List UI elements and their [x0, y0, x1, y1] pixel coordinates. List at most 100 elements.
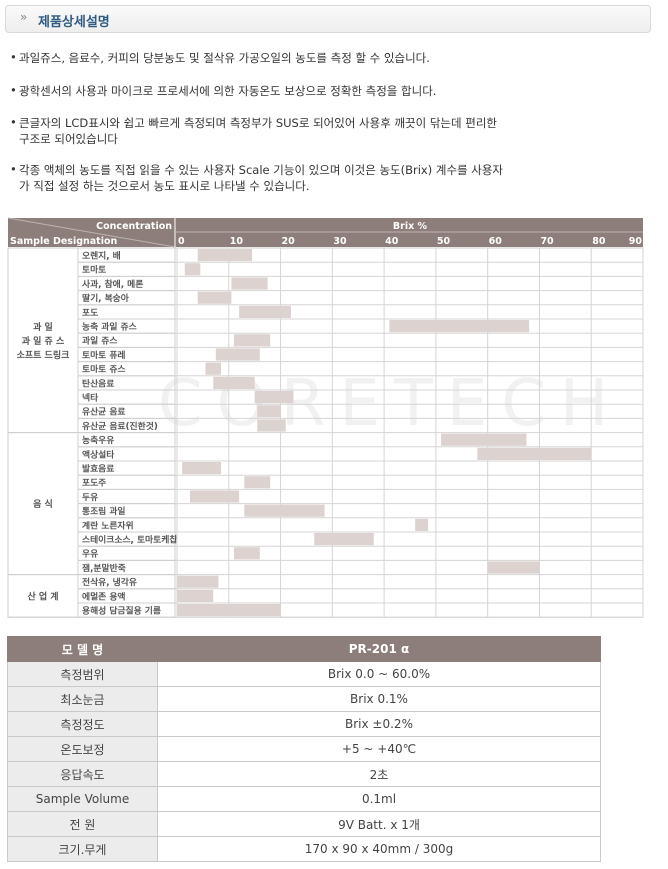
x-tick-label: 60 — [489, 236, 503, 247]
range-bar — [177, 589, 214, 602]
spec-value: +5 ~ +40℃ — [157, 736, 601, 762]
spec-row: Sample Volume 0.1ml — [7, 786, 601, 812]
range-bar — [231, 277, 268, 290]
range-bar — [487, 561, 540, 574]
range-bar — [389, 320, 530, 333]
spec-key: 전 원 — [7, 811, 158, 837]
bullet-item: • 큰글자의 LCD표시와 쉽고 빠르게 측정되며 측정부가 SUS로 되어있어 … — [10, 115, 497, 147]
range-bar — [239, 305, 291, 318]
range-bar — [314, 533, 374, 546]
header-icon: » — [20, 10, 28, 24]
group-label: 과 일 — [33, 321, 53, 333]
row-label: 에멀존 용액 — [82, 590, 126, 602]
row-label: 농축 과일 쥬스 — [82, 321, 137, 333]
spec-row: 응답속도 2초 — [7, 761, 601, 787]
row-label: 스테이크소스, 토마토케찹 — [82, 534, 177, 546]
corner-top-label: Concentration — [96, 221, 172, 232]
x-tick-label: 30 — [333, 236, 347, 247]
spec-key: 응답속도 — [7, 761, 158, 787]
row-label: 농축우유 — [82, 434, 114, 446]
bullet-item: • 광학센서의 사용과 마이크로 프로세서에 의한 자동온도 보상으로 정확한 측… — [10, 83, 436, 99]
spec-value: Brix 0.1% — [157, 686, 601, 712]
range-bar — [197, 249, 253, 262]
range-bar — [184, 263, 201, 276]
range-bar — [213, 376, 255, 389]
bullet-mark: • — [10, 83, 17, 97]
bullet-mark: • — [10, 162, 17, 176]
bullet-text: 과일쥬스, 음료수, 커피의 당분농도 및 절삭유 가공오일의 농도를 측정 할… — [19, 51, 430, 65]
x-tick-label: 70 — [540, 236, 554, 247]
bullet-item: • 각종 액체의 농도를 직접 읽을 수 있는 사용자 Scale 기능이 있으며… — [10, 162, 503, 194]
range-bar — [189, 490, 240, 503]
row-label: 사과, 참애, 메론 — [82, 278, 143, 290]
row-label: 계란 노른자위 — [82, 519, 134, 531]
x-tick-label: 50 — [437, 236, 451, 247]
range-bar — [477, 447, 592, 460]
spec-value: Brix 0.0 ~ 60.0% — [157, 661, 601, 687]
group-label: 소프트 드링크 — [17, 349, 70, 361]
spec-row: 전 원 9V Batt. x 1개 — [7, 811, 601, 837]
group-label: 음 식 — [33, 498, 53, 510]
spec-value: 170 x 90 x 40mm / 300g — [157, 836, 601, 862]
x-tick-label: 20 — [282, 236, 296, 247]
row-label: 두유 — [82, 492, 98, 503]
spec-row: 온도보정 +5 ~ +40℃ — [7, 736, 601, 762]
range-bar — [233, 547, 260, 560]
row-label: 잼,분말반죽 — [82, 562, 126, 574]
spec-key: 온도보정 — [7, 736, 158, 762]
range-bar — [441, 433, 527, 446]
spec-row: 측정범위 Brix 0.0 ~ 60.0% — [7, 661, 601, 687]
spec-value: 0.1ml — [157, 786, 601, 812]
row-label: 과일 쥬스 — [82, 335, 117, 347]
range-bar — [257, 405, 281, 418]
row-label: 탄산음료 — [82, 377, 114, 389]
group-label: 산 업 계 — [27, 590, 58, 602]
group-label: 과 일 쥬 스 — [22, 335, 65, 347]
bullet-text: 가 직접 설정 하는 것으로서 농도 표시로 나타낼 수 있습니다. — [19, 179, 310, 193]
row-label: 용해성 담금질용 기름 — [82, 605, 161, 617]
row-label: 발효음료 — [82, 463, 114, 475]
bullet-mark: • — [10, 50, 17, 64]
corner-bottom-label: Sample Designation — [10, 236, 117, 247]
row-label: 전삭유, 냉각유 — [82, 576, 137, 588]
range-bar — [177, 575, 219, 588]
range-bar — [244, 476, 271, 489]
range-bar — [257, 419, 286, 432]
x-tick-label: 10 — [230, 236, 244, 247]
spec-row: 측정정도 Brix ±0.2% — [7, 711, 601, 737]
row-label: 오렌지, 배 — [82, 250, 121, 262]
row-label: 토마토 쥬스 — [82, 363, 126, 375]
row-label: 토마토 퓨레 — [82, 349, 126, 361]
bullet-text: 큰글자의 LCD표시와 쉽고 빠르게 측정되며 측정부가 SUS로 되어있어 사… — [19, 116, 497, 130]
bullet-text: 구조로 되어있습니다 — [19, 132, 118, 146]
bullet-item: • 과일쥬스, 음료수, 커피의 당분농도 및 절삭유 가공오일의 농도를 측정 … — [10, 50, 430, 66]
row-label: 액상설타 — [82, 448, 115, 460]
spec-key: 측정범위 — [7, 661, 158, 687]
spec-row: 최소눈금 Brix 0.1% — [7, 686, 601, 712]
range-bar — [182, 462, 222, 475]
spec-value: 2초 — [157, 761, 601, 787]
spec-header-row: 모 델 명 PR-201 α — [7, 636, 601, 662]
spec-key: 측정정도 — [7, 711, 158, 737]
row-label: 딸기, 복숭아 — [82, 292, 130, 304]
x-axis-label: Brix % — [393, 221, 428, 232]
row-label-cell — [77, 602, 176, 618]
header-title: 제품상세설명 — [38, 15, 110, 30]
brix-chart: Concentration Sample Designation Brix % 0 10… — [7, 217, 644, 618]
x-tick-label: 0 — [178, 236, 185, 247]
x-tick-label: 40 — [385, 236, 399, 247]
range-bar — [205, 362, 222, 375]
row-label: 통조림 과일 — [82, 505, 126, 517]
row-label: 유산균 음료(진한것) — [82, 420, 158, 432]
spec-table: 모 델 명 PR-201 α 측정범위 Brix 0.0 ~ 60.0% 최소눈금 Bri… — [7, 636, 601, 862]
row-label: 토마토 — [82, 264, 106, 276]
row-label: 넥타 — [82, 392, 99, 404]
range-bar — [233, 334, 271, 347]
spec-row: 크기.무게 170 x 90 x 40mm / 300g — [7, 836, 601, 862]
row-label: 포도주 — [82, 478, 106, 489]
spec-value: 9V Batt. x 1개 — [157, 811, 601, 837]
bullet-text: 각종 액체의 농도를 직접 읽을 수 있는 사용자 Scale 기능이 있으며 … — [19, 163, 504, 177]
row-label: 유산균 음료 — [82, 406, 126, 418]
bullet-mark: • — [10, 115, 17, 129]
spec-key: Sample Volume — [7, 786, 158, 812]
